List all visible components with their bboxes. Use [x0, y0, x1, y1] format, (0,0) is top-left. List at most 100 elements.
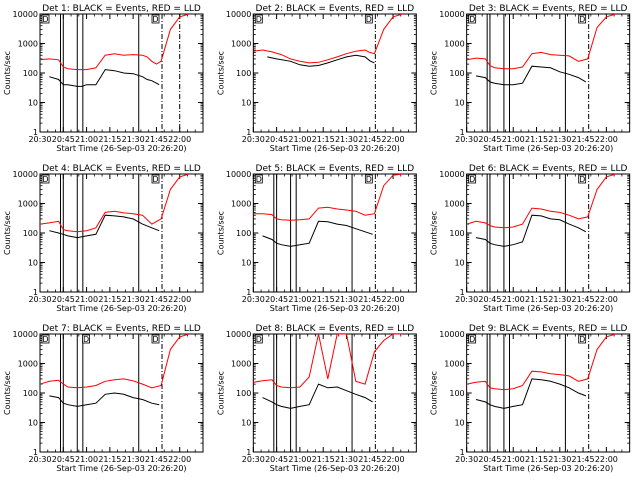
x-tick-label: 20:45	[478, 295, 501, 304]
x-tick-label: 20:30	[242, 135, 265, 144]
y-tick-label: 1	[33, 448, 38, 457]
y-tick-label: 10000	[13, 330, 38, 339]
x-tick-label: 21:00	[288, 455, 311, 464]
corner-marker-box	[151, 14, 160, 24]
corner-marker-label: D	[256, 335, 262, 344]
y-tick-label: 10	[454, 419, 464, 428]
detector-panel-6: Det 6: BLACK = Events, RED = LLD 1 10 100 10…	[430, 164, 631, 313]
y-tick-label: 1000	[231, 40, 251, 49]
x-tick-label: 21:00	[75, 455, 98, 464]
x-tick-label: 21:00	[502, 295, 525, 304]
y-tick-label: 10000	[13, 10, 38, 19]
x-tick-label: 20:45	[478, 455, 501, 464]
y-axis-label: Counts/sec	[216, 371, 225, 415]
panel-title: Det 9: BLACK = Events, RED = LLD	[469, 324, 628, 334]
corner-marker-box	[468, 14, 477, 24]
series-line-events	[475, 65, 587, 86]
y-tick-label: 100	[449, 69, 464, 78]
corner-marker-label: D	[256, 175, 262, 184]
x-tick-label: 21:00	[288, 135, 311, 144]
corner-marker-box	[254, 14, 263, 24]
corner-marker-box	[151, 174, 160, 184]
y-tick-label: 100	[449, 389, 464, 398]
panel-title: Det 6: BLACK = Events, RED = LLD	[469, 164, 628, 174]
x-tick-label: 21:00	[502, 455, 525, 464]
x-tick-label: 21:30	[122, 135, 145, 144]
y-tick-label: 10	[241, 99, 251, 108]
x-tick-label: 21:45	[572, 295, 595, 304]
corner-marker-label: D	[152, 15, 158, 24]
corner-marker-box	[578, 334, 587, 344]
x-axis-label: Start Time (26-Sep-03 20:26:20)	[56, 304, 186, 313]
x-axis-label: Start Time (26-Sep-03 20:26:20)	[483, 144, 613, 153]
x-tick-label: 21:15	[525, 135, 548, 144]
corner-marker-box	[364, 174, 373, 184]
y-tick-label: 1	[460, 288, 465, 297]
y-tick-label: 10000	[226, 10, 251, 19]
x-tick-label: 20:30	[455, 295, 478, 304]
x-tick-label: 22:00	[168, 135, 191, 144]
y-tick-label: 10000	[13, 170, 38, 179]
y-tick-label: 1	[246, 288, 251, 297]
detector-panel-5: Det 5: BLACK = Events, RED = LLD 1 10 100 10…	[216, 164, 417, 313]
y-tick-label: 1000	[18, 360, 38, 369]
x-tick-label: 21:30	[335, 455, 358, 464]
x-tick-label: 20:30	[28, 295, 51, 304]
x-tick-label: 20:30	[455, 135, 478, 144]
panel-title: Det 4: BLACK = Events, RED = LLD	[42, 164, 201, 174]
y-tick-label: 10000	[439, 170, 464, 179]
series-line-events	[267, 54, 375, 67]
plot-frame	[466, 333, 631, 453]
corner-marker-label: D	[579, 15, 585, 24]
plot-frame	[252, 13, 417, 133]
x-tick-label: 21:15	[98, 295, 121, 304]
x-tick-label: 21:45	[572, 455, 595, 464]
detector-panel-7: Det 7: BLACK = Events, RED = LLD 1 10 100 10…	[3, 324, 204, 473]
plot-frame	[252, 173, 417, 293]
x-tick-label: 21:30	[548, 135, 571, 144]
panel-title: Det 1: BLACK = Events, RED = LLD	[42, 4, 201, 14]
y-axis-label: Counts/sec	[216, 211, 225, 255]
series-line-lld	[466, 14, 616, 70]
x-tick-label: 22:00	[382, 455, 405, 464]
corner-marker-box	[254, 334, 263, 344]
y-tick-label: 1	[246, 128, 251, 137]
y-tick-label: 10	[28, 99, 38, 108]
y-tick-label: 10	[28, 259, 38, 268]
y-tick-label: 100	[236, 229, 251, 238]
x-tick-label: 21:45	[358, 455, 381, 464]
detector-panel-2: Det 2: BLACK = Events, RED = LLD 1 10 100 10…	[216, 4, 417, 153]
x-axis-label: Start Time (26-Sep-03 20:26:20)	[270, 304, 400, 313]
series-line-events	[475, 378, 587, 409]
corner-marker-label: D	[256, 15, 262, 24]
corner-marker-box	[41, 334, 50, 344]
x-tick-label: 20:30	[28, 135, 51, 144]
series-line-lld	[40, 334, 190, 389]
x-tick-label: 21:15	[525, 455, 548, 464]
x-tick-label: 22:00	[595, 135, 618, 144]
x-tick-label: 21:30	[335, 135, 358, 144]
y-tick-label: 1000	[231, 360, 251, 369]
corner-marker-label: D	[83, 335, 89, 344]
y-tick-label: 100	[449, 229, 464, 238]
x-tick-label: 21:30	[548, 455, 571, 464]
corner-marker-label: D	[366, 175, 372, 184]
corner-marker-label: D	[366, 15, 372, 24]
detector-panel-8: Det 8: BLACK = Events, RED = LLD 1 10 100 10…	[216, 324, 417, 473]
x-axis-label: Start Time (26-Sep-03 20:26:20)	[56, 144, 186, 153]
x-tick-label: 20:45	[52, 455, 75, 464]
x-tick-label: 22:00	[382, 295, 405, 304]
x-tick-label: 21:45	[572, 135, 595, 144]
corner-marker-label: D	[152, 335, 158, 344]
x-tick-label: 20:45	[52, 135, 75, 144]
x-tick-label: 21:15	[312, 455, 335, 464]
series-line-lld	[253, 174, 403, 221]
x-tick-label: 21:45	[145, 455, 168, 464]
corner-marker-box	[151, 334, 160, 344]
panel-title: Det 3: BLACK = Events, RED = LLD	[469, 4, 628, 14]
series-line-events	[475, 214, 587, 247]
y-tick-label: 100	[236, 389, 251, 398]
series-line-events	[49, 392, 160, 407]
y-tick-label: 1000	[18, 40, 38, 49]
